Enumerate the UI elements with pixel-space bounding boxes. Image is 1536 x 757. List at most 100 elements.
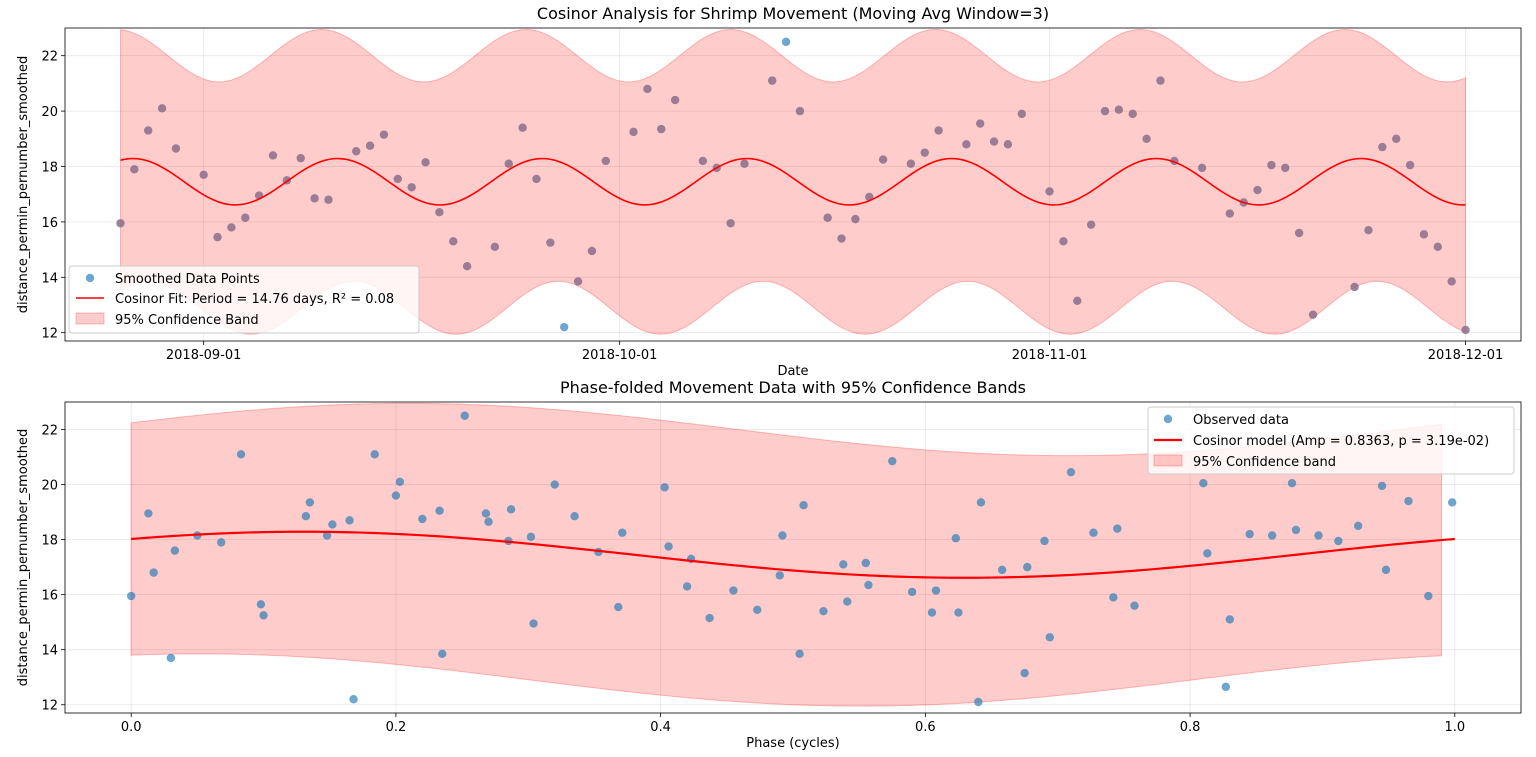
p1-data-point <box>504 159 513 168</box>
p2-data-point <box>664 542 673 551</box>
p2-y-tick-label: 12 <box>41 699 58 714</box>
p1-data-point <box>227 223 236 232</box>
p2-data-point <box>1066 467 1076 477</box>
p2-x-ticks: 0.0 0.2 0.4 0.6 0.8 1.0 <box>121 713 1465 735</box>
p1-legend-label-points: Smoothed Data Points <box>115 272 260 287</box>
p2-data-point <box>907 587 917 597</box>
p1-data-point <box>1281 163 1290 173</box>
p1-data-point <box>962 140 971 149</box>
p1-data-point <box>144 126 153 135</box>
p2-data-point <box>216 538 226 547</box>
p1-x-tick-label: 2018-12-01 <box>1428 348 1504 363</box>
p2-data-point <box>1381 565 1391 575</box>
p1-data-point <box>1045 187 1054 196</box>
p1-data-point <box>365 141 375 150</box>
p1-y-tick-label: 22 <box>41 50 58 65</box>
p2-data-point <box>1089 528 1098 537</box>
p1-data-point <box>171 144 181 153</box>
p1-data-point <box>1253 185 1262 195</box>
p2-data-points <box>126 411 1457 707</box>
p1-data-point <box>1059 237 1068 246</box>
p1-data-point <box>1433 242 1443 252</box>
p2-data-point <box>795 649 804 659</box>
p1-data-point <box>906 159 916 168</box>
p2-y-tick-label: 22 <box>41 424 58 439</box>
p2-data-point <box>526 532 536 542</box>
p1-y-tick-label: 14 <box>41 271 58 286</box>
p2-data-point <box>799 501 808 510</box>
p2-x-tick-label: 0.0 <box>121 720 142 735</box>
p2-data-point <box>843 597 852 606</box>
p2-data-point <box>976 498 986 507</box>
p1-data-point <box>1073 296 1082 306</box>
p1-data-point <box>379 130 389 139</box>
p1-data-point <box>199 170 208 180</box>
p2-data-point <box>418 514 427 524</box>
p2-data-point <box>682 582 692 591</box>
p2-legend-points-marker <box>1163 414 1173 424</box>
p1-data-point <box>1197 163 1207 173</box>
p1-x-axis-label: Date <box>777 364 808 379</box>
p1-data-point <box>1461 325 1470 335</box>
p2-data-point <box>395 477 405 487</box>
p2-data-point <box>149 568 158 577</box>
p1-data-point <box>268 151 278 160</box>
p2-data-point <box>1267 531 1277 540</box>
p2-y-axis-label: distance_permin_pernumber_smoothed <box>16 429 31 687</box>
p1-data-point <box>296 153 305 163</box>
p1-data-point <box>560 322 569 332</box>
p1-y-tick-label: 16 <box>41 216 58 231</box>
p2-legend-label-model: Cosinor model (Amp = 0.8363, p = 3.19e-0… <box>1193 434 1489 449</box>
p2-data-point <box>1199 478 1208 488</box>
p2-data-point <box>301 512 311 521</box>
p1-data-point <box>1100 106 1110 116</box>
p1-data-point <box>781 37 791 47</box>
p1-data-point <box>352 147 361 156</box>
p2-data-point <box>345 516 354 525</box>
p2-data-point <box>1424 591 1433 601</box>
p2-legend-label-band: 95% Confidence band <box>1193 455 1336 470</box>
p2-data-point <box>328 520 337 529</box>
p2-data-point <box>1130 601 1139 610</box>
p2-data-point <box>1245 529 1254 539</box>
p1-legend-band-marker <box>75 312 105 325</box>
p2-data-point <box>753 605 762 614</box>
p1-data-point <box>823 213 832 222</box>
p2-data-point <box>660 483 669 492</box>
p2-data-point <box>550 480 559 489</box>
p2-data-point <box>1377 481 1387 491</box>
p1-data-point <box>435 207 444 217</box>
p2-data-point <box>864 580 873 590</box>
p2-data-point <box>126 591 136 601</box>
p2-legend-band-marker <box>1153 454 1183 467</box>
p1-data-point <box>740 159 749 168</box>
p2-data-point <box>1447 498 1457 507</box>
p1-data-point <box>490 242 500 252</box>
p1-x-tick-label: 2018-09-01 <box>166 348 242 363</box>
p2-data-point <box>1314 531 1323 540</box>
p2-legend: Observed data Cosinor model (Amp = 0.836… <box>1147 406 1515 475</box>
p2-x-tick-label: 0.4 <box>650 720 671 735</box>
p2-data-point <box>460 411 469 420</box>
p1-legend: Smoothed Data Points Cosinor Fit: Period… <box>68 265 420 334</box>
p1-data-point <box>795 106 805 116</box>
p1-data-point <box>546 238 555 247</box>
p2-data-point <box>888 456 897 466</box>
p2-data-point <box>506 505 516 514</box>
p2-data-point <box>256 600 266 609</box>
p2-x-axis-label: Phase (cycles) <box>746 736 839 751</box>
p1-data-point <box>976 119 985 128</box>
p2-data-point <box>1109 593 1118 602</box>
p1-data-point <box>449 237 458 246</box>
p1-y-axis-label: distance_permin_pernumber_smoothed <box>16 56 31 314</box>
p1-data-point <box>241 213 250 222</box>
p1-data-point <box>698 156 708 166</box>
p2-y-tick-label: 18 <box>41 534 58 549</box>
p2-data-point <box>170 546 180 555</box>
p1-data-points <box>116 37 1470 335</box>
p1-y-ticks: 12 14 16 18 20 22 <box>41 50 65 342</box>
p1-data-point <box>462 262 472 271</box>
p1-data-point <box>421 158 430 167</box>
p1-data-point <box>213 232 222 242</box>
p2-legend-label-points: Observed data <box>1193 413 1289 428</box>
